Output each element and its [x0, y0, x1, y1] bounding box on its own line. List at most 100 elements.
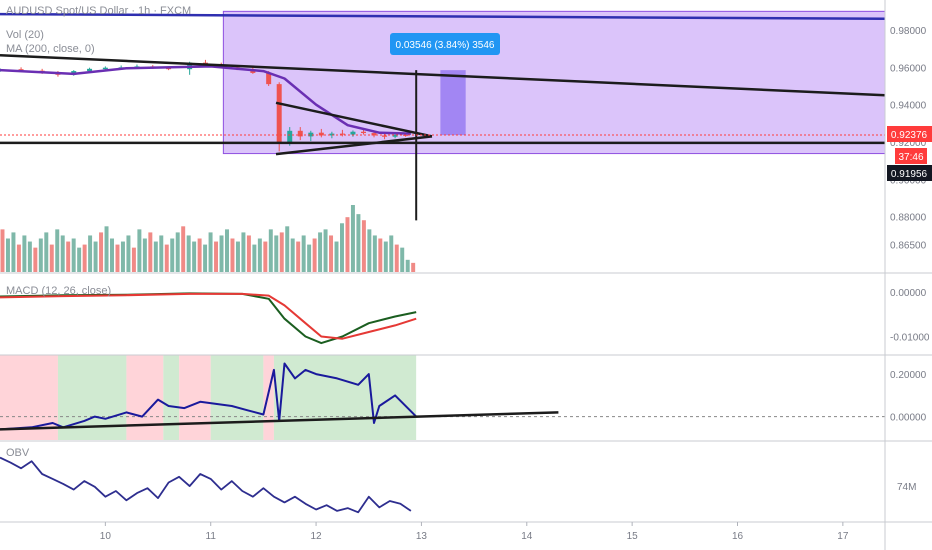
price-tick-label: 0.94000	[890, 101, 927, 112]
last-price-value: 0.92376	[891, 130, 928, 141]
volume-bar	[312, 238, 317, 272]
macd-tick-label: 0.00000	[890, 288, 927, 299]
time-tick-label: 10	[100, 531, 112, 542]
time-tick-label: 16	[732, 531, 744, 542]
candle-body	[392, 134, 398, 137]
volume-bar	[296, 241, 301, 272]
volume-bar	[82, 244, 87, 272]
obv-line	[0, 456, 412, 514]
volume-bar	[55, 229, 60, 272]
volume-bar	[49, 244, 54, 272]
volume-bar	[235, 241, 240, 272]
obv-pane[interactable]	[0, 456, 412, 514]
volume-bar	[356, 214, 361, 272]
volume-bar	[400, 247, 405, 272]
time-tick-label: 15	[627, 531, 639, 542]
candle-body	[87, 68, 93, 72]
candle-body	[308, 132, 314, 137]
last-price-badge-bg	[887, 126, 932, 142]
volume-bar	[389, 235, 394, 272]
volume-bar	[22, 235, 27, 272]
volume-bar	[142, 238, 147, 272]
oscillator-band-bull	[273, 355, 417, 440]
time-tick-label: 11	[206, 531, 217, 542]
volume-bar	[372, 235, 377, 272]
volume-bar	[225, 229, 229, 272]
measure-tooltip[interactable]: 0.03546 (3.84%) 3546	[390, 33, 500, 55]
volume-bar	[279, 232, 284, 272]
volume-bar	[148, 232, 153, 272]
volume-bar	[71, 238, 76, 272]
price-tick-label: 0.92000	[890, 138, 927, 149]
volume-bar	[93, 241, 98, 272]
time-tick-label: 17	[837, 531, 849, 542]
volume-bar	[77, 247, 82, 272]
time-tick-label: 12	[311, 531, 323, 542]
oscillator-band-bear	[126, 355, 164, 440]
candle-body	[382, 135, 388, 137]
volume-bar	[257, 238, 262, 272]
volume-bar	[38, 238, 43, 272]
volume-bar	[246, 235, 251, 272]
volume-bar	[192, 241, 197, 272]
ma-label: MA (200, close, 0)	[6, 43, 95, 55]
volume-bar	[274, 235, 279, 272]
volume-bar	[208, 232, 213, 272]
volume-bar	[186, 235, 191, 272]
price-pane[interactable]	[0, 10, 886, 272]
oscillator-pane[interactable]	[0, 355, 885, 440]
candle-body	[266, 72, 272, 85]
volume-bar	[350, 205, 355, 272]
candle-body	[371, 133, 377, 136]
volume-bar	[323, 229, 328, 272]
trendline-descending	[0, 53, 886, 97]
volume-bar	[361, 220, 366, 272]
measure-tooltip-bg	[390, 33, 500, 55]
candle-body	[102, 67, 108, 70]
macd-pane[interactable]	[0, 292, 417, 345]
volume-bar	[153, 241, 158, 272]
oscillator-tick-label: 0.20000	[890, 370, 927, 381]
candle-body	[339, 133, 345, 135]
volume-bar	[339, 223, 344, 272]
volume-bar	[104, 226, 109, 272]
volume-bar	[285, 226, 290, 272]
oscillator-line	[0, 362, 417, 431]
volume-bar	[241, 232, 246, 272]
volume-bar	[44, 232, 49, 272]
candle-body	[276, 84, 282, 142]
volume-bar	[164, 244, 169, 272]
candle-body	[18, 69, 24, 71]
measure-label: 0.03546 (3.84%) 3546	[396, 40, 495, 51]
volume-bar	[383, 241, 388, 272]
volume-bar	[367, 229, 372, 272]
volume-bar	[27, 241, 32, 272]
trendline-triangle-upper	[275, 101, 433, 138]
volume-bar	[115, 244, 120, 272]
volume-bar	[345, 217, 350, 272]
volume-bar	[334, 241, 339, 272]
countdown-value: 37:46	[898, 152, 923, 163]
volume-bar	[88, 235, 93, 272]
price-tick-label: 0.96000	[890, 63, 927, 74]
volume-bar	[170, 238, 175, 272]
volume-bar	[411, 262, 416, 272]
crosshair-price-badge-bg	[887, 165, 932, 181]
countdown-badge: 37:46	[895, 148, 927, 164]
crosshair-price-badge: 0.91956	[887, 165, 932, 181]
volume-bar	[214, 241, 219, 272]
volume-bar	[230, 238, 235, 272]
trendline-triangle-lower	[275, 135, 433, 156]
volume-bar	[394, 244, 399, 272]
volume-bar	[120, 241, 125, 272]
volume-bar	[290, 238, 295, 272]
oscillator-band-bull	[210, 355, 264, 440]
volume-bar	[405, 259, 410, 272]
volume-bar	[263, 241, 268, 272]
volume-bar	[197, 238, 202, 272]
volume-bar	[99, 232, 104, 272]
last-price-badge: 0.92376	[887, 126, 932, 142]
volume-bar	[0, 229, 5, 272]
volume-bar	[301, 235, 306, 272]
